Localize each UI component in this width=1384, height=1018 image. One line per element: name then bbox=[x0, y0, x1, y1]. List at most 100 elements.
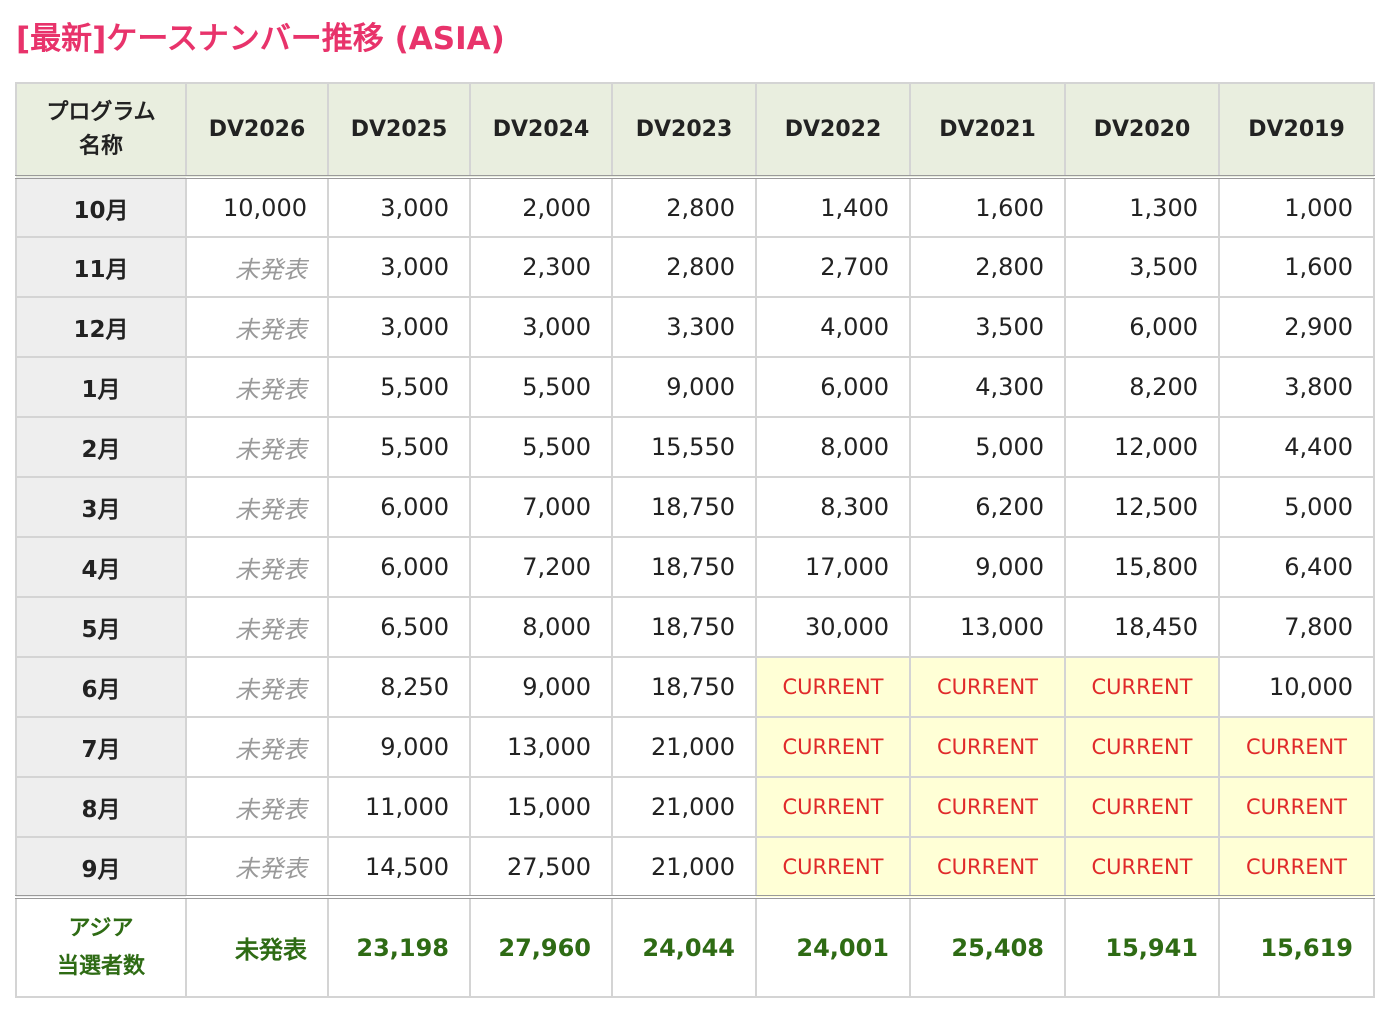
case-number-cell: 21,000 bbox=[611, 716, 757, 778]
current-cell: CURRENT bbox=[755, 776, 911, 838]
not-announced-cell: 未発表 bbox=[185, 836, 329, 898]
case-number-cell: 6,400 bbox=[1218, 536, 1375, 598]
not-announced-cell: 未発表 bbox=[185, 536, 329, 598]
case-number-cell: 5,000 bbox=[1218, 476, 1375, 538]
case-number-cell: 5,500 bbox=[327, 356, 471, 418]
case-number-cell: 2,800 bbox=[909, 236, 1066, 298]
case-number-table-container: プログラム 名称 DV2026 DV2025 DV2024 DV2023 DV2… bbox=[15, 82, 1375, 998]
winners-cell: 未発表 bbox=[185, 895, 329, 998]
case-number-cell: 5,500 bbox=[469, 356, 613, 418]
column-header: DV2026 bbox=[185, 82, 329, 179]
case-number-cell: 6,000 bbox=[327, 536, 471, 598]
current-cell: CURRENT bbox=[755, 836, 911, 898]
case-number-cell: 9,000 bbox=[611, 356, 757, 418]
column-header: DV2024 bbox=[469, 82, 613, 179]
case-number-cell: 6,000 bbox=[1064, 296, 1220, 358]
header-row: プログラム 名称 DV2026 DV2025 DV2024 DV2023 DV2… bbox=[15, 82, 1375, 179]
table-row: 10月 10,000 3,000 2,000 2,800 1,400 1,600 1,300 1… bbox=[15, 176, 1375, 238]
case-number-table: プログラム 名称 DV2026 DV2025 DV2024 DV2023 DV2… bbox=[15, 82, 1375, 998]
column-header: DV2022 bbox=[755, 82, 911, 179]
winners-cell: 27,960 bbox=[469, 895, 613, 998]
table-row: 3月 未発表 6,000 7,000 18,750 8,300 6,200 12,500 5,0… bbox=[15, 476, 1375, 538]
not-announced-cell: 未発表 bbox=[185, 476, 329, 538]
case-number-cell: 8,300 bbox=[755, 476, 911, 538]
case-number-cell: 12,500 bbox=[1064, 476, 1220, 538]
program-name-line2: 名称 bbox=[78, 133, 123, 159]
case-number-cell: 2,800 bbox=[611, 236, 757, 298]
current-cell: CURRENT bbox=[909, 776, 1066, 838]
month-label: 4月 bbox=[15, 536, 187, 598]
case-number-cell: 18,750 bbox=[611, 476, 757, 538]
current-cell: CURRENT bbox=[909, 716, 1066, 778]
month-label: 8月 bbox=[15, 776, 187, 838]
case-number-cell: 3,300 bbox=[611, 296, 757, 358]
table-row: 6月 未発表 8,250 9,000 18,750 CURRENT CURRENT CURRE… bbox=[15, 656, 1375, 718]
asia-winners-label-line2: 当選者数 bbox=[56, 953, 145, 979]
case-number-cell: 4,000 bbox=[755, 296, 911, 358]
table-row: 4月 未発表 6,000 7,200 18,750 17,000 9,000 15,800 6,… bbox=[15, 536, 1375, 598]
table-row: 7月 未発表 9,000 13,000 21,000 CURRENT CURRENT CURR… bbox=[15, 716, 1375, 778]
case-number-cell: 2,800 bbox=[611, 176, 757, 238]
case-number-cell: 15,800 bbox=[1064, 536, 1220, 598]
winners-cell: 24,044 bbox=[611, 895, 757, 998]
case-number-cell: 7,000 bbox=[469, 476, 613, 538]
case-number-cell: 30,000 bbox=[755, 596, 911, 658]
month-label: 11月 bbox=[15, 236, 187, 298]
case-number-cell: 9,000 bbox=[327, 716, 471, 778]
winners-cell: 15,619 bbox=[1218, 895, 1375, 998]
asia-winners-row: アジア 当選者数 未発表 23,198 27,960 24,044 24,001… bbox=[15, 895, 1375, 998]
case-number-cell: 21,000 bbox=[611, 836, 757, 898]
case-number-cell: 3,000 bbox=[327, 236, 471, 298]
case-number-cell: 5,000 bbox=[909, 416, 1066, 478]
current-cell: CURRENT bbox=[1218, 776, 1375, 838]
case-number-cell: 15,550 bbox=[611, 416, 757, 478]
winners-cell: 24,001 bbox=[755, 895, 911, 998]
case-number-cell: 3,800 bbox=[1218, 356, 1375, 418]
not-announced-cell: 未発表 bbox=[185, 656, 329, 718]
case-number-cell: 8,000 bbox=[469, 596, 613, 658]
table-row: 8月 未発表 11,000 15,000 21,000 CURRENT CURRENT CUR… bbox=[15, 776, 1375, 838]
current-cell: CURRENT bbox=[1064, 656, 1220, 718]
case-number-cell: 7,800 bbox=[1218, 596, 1375, 658]
table-row: 2月 未発表 5,500 5,500 15,550 8,000 5,000 12,000 4,4… bbox=[15, 416, 1375, 478]
current-cell: CURRENT bbox=[755, 656, 911, 718]
table-row: 5月 未発表 6,500 8,000 18,750 30,000 13,000 18,450 7… bbox=[15, 596, 1375, 658]
not-announced-cell: 未発表 bbox=[185, 716, 329, 778]
table-row: 1月 未発表 5,500 5,500 9,000 6,000 4,300 8,200 3,800 bbox=[15, 356, 1375, 418]
current-cell: CURRENT bbox=[1064, 716, 1220, 778]
case-number-cell: 21,000 bbox=[611, 776, 757, 838]
month-label: 5月 bbox=[15, 596, 187, 658]
case-number-cell: 18,750 bbox=[611, 536, 757, 598]
winners-cell: 15,941 bbox=[1064, 895, 1220, 998]
table-row: 12月 未発表 3,000 3,000 3,300 4,000 3,500 6,000 2,90… bbox=[15, 296, 1375, 358]
column-header: DV2023 bbox=[611, 82, 757, 179]
program-name-header: プログラム 名称 bbox=[15, 82, 187, 179]
case-number-cell: 2,000 bbox=[469, 176, 613, 238]
case-number-cell: 8,000 bbox=[755, 416, 911, 478]
table-body: 10月 10,000 3,000 2,000 2,800 1,400 1,600 1,300 1… bbox=[15, 176, 1375, 898]
current-cell: CURRENT bbox=[909, 836, 1066, 898]
month-label: 10月 bbox=[15, 176, 187, 238]
not-announced-cell: 未発表 bbox=[185, 356, 329, 418]
case-number-cell: 12,000 bbox=[1064, 416, 1220, 478]
current-cell: CURRENT bbox=[909, 656, 1066, 718]
case-number-cell: 9,000 bbox=[469, 656, 613, 718]
asia-winners-label: アジア 当選者数 bbox=[15, 895, 187, 998]
month-label: 7月 bbox=[15, 716, 187, 778]
winners-cell: 23,198 bbox=[327, 895, 471, 998]
case-number-cell: 4,300 bbox=[909, 356, 1066, 418]
case-number-cell: 18,750 bbox=[611, 656, 757, 718]
case-number-cell: 1,600 bbox=[909, 176, 1066, 238]
not-announced-cell: 未発表 bbox=[185, 296, 329, 358]
case-number-cell: 17,000 bbox=[755, 536, 911, 598]
case-number-cell: 15,000 bbox=[469, 776, 613, 838]
case-number-cell: 6,500 bbox=[327, 596, 471, 658]
case-number-cell: 10,000 bbox=[185, 176, 329, 238]
case-number-cell: 10,000 bbox=[1218, 656, 1375, 718]
case-number-cell: 1,300 bbox=[1064, 176, 1220, 238]
case-number-cell: 11,000 bbox=[327, 776, 471, 838]
case-number-cell: 5,500 bbox=[327, 416, 471, 478]
current-cell: CURRENT bbox=[1218, 836, 1375, 898]
case-number-cell: 3,000 bbox=[327, 176, 471, 238]
column-header: DV2020 bbox=[1064, 82, 1220, 179]
